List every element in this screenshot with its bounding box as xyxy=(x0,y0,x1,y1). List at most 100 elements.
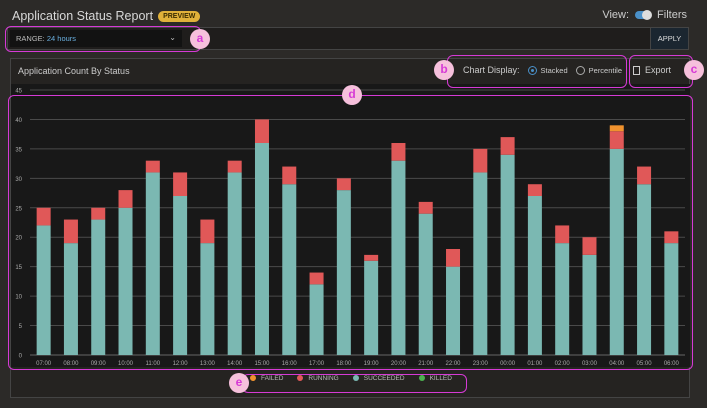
bar-running xyxy=(282,166,297,185)
bar-running xyxy=(637,166,652,185)
bar-succeeded xyxy=(200,243,215,355)
apply-button[interactable]: APPLY xyxy=(650,28,688,49)
x-tick-label: 01:00 xyxy=(527,361,543,367)
x-tick-label: 17:00 xyxy=(309,361,325,367)
y-tick-label: 35 xyxy=(15,147,22,153)
bar-succeeded xyxy=(364,260,379,355)
title-text: Application Status Report xyxy=(12,9,154,23)
y-tick-label: 45 xyxy=(15,89,22,95)
bar-succeeded xyxy=(309,284,324,355)
x-tick-label: 00:00 xyxy=(500,361,516,367)
chart-display-options: Chart Display: Stacked Percentile xyxy=(463,65,622,75)
percentile-radio[interactable] xyxy=(575,65,585,75)
bar-running xyxy=(336,178,351,191)
bar-succeeded xyxy=(63,243,78,355)
y-tick-label: 10 xyxy=(15,295,22,301)
bar-succeeded xyxy=(664,243,679,355)
x-tick-label: 22:00 xyxy=(446,361,462,367)
annotation-box-a xyxy=(5,26,201,52)
legend-dot xyxy=(250,375,256,381)
legend-dot xyxy=(418,375,425,381)
annotation-marker-e: e xyxy=(229,373,249,393)
legend-succeeded[interactable]: SUCCEEDED xyxy=(352,375,405,382)
bar-running xyxy=(200,219,215,244)
view-label: View: xyxy=(602,9,630,21)
bar-running xyxy=(91,207,106,220)
bar-running xyxy=(145,160,160,173)
x-tick-label: 10:00 xyxy=(118,361,134,367)
annotation-box-e xyxy=(242,374,467,393)
bar-running xyxy=(227,160,242,173)
range-label: RANGE: xyxy=(16,34,45,43)
y-tick-label: 15 xyxy=(15,265,22,271)
bar-running xyxy=(173,172,188,196)
x-tick-label: 05:00 xyxy=(637,361,653,367)
bar-running xyxy=(609,131,624,149)
y-tick-label: 0 xyxy=(19,354,23,360)
stacked-label[interactable]: Stacked xyxy=(540,65,568,75)
stacked-radio[interactable] xyxy=(527,65,537,75)
x-tick-label: 02:00 xyxy=(555,361,571,367)
bar-running xyxy=(473,148,488,173)
x-tick-label: 07:00 xyxy=(36,361,52,367)
legend-dot xyxy=(352,375,359,381)
legend-label: FAILED xyxy=(261,375,284,382)
annotation-marker-a: a xyxy=(190,29,210,49)
bar-succeeded xyxy=(91,219,106,355)
filters-label: Filters xyxy=(657,9,687,21)
annotation-marker-b: b xyxy=(434,60,454,80)
legend-running[interactable]: RUNNING xyxy=(297,375,339,382)
bar-succeeded xyxy=(637,184,652,355)
annotation-marker-d: d xyxy=(342,85,362,105)
percentile-label[interactable]: Percentile xyxy=(588,65,622,75)
bar-running xyxy=(309,272,324,285)
export-label: Export xyxy=(645,65,672,75)
view-toggle[interactable]: View: Filters xyxy=(602,9,687,21)
y-tick-label: 5 xyxy=(19,324,23,330)
bar-running xyxy=(391,143,406,161)
x-tick-label: 16:00 xyxy=(282,361,298,367)
bar-succeeded xyxy=(118,207,133,355)
chart-title: Application Count By Status xyxy=(18,66,130,76)
x-tick-label: 12:00 xyxy=(173,361,189,367)
annotation-marker-c: c xyxy=(684,60,704,80)
filters-toggle[interactable] xyxy=(635,10,653,20)
legend-dot xyxy=(297,375,304,381)
bar-succeeded xyxy=(500,154,515,355)
y-tick-label: 20 xyxy=(15,236,22,242)
chevron-down-icon: ⌄ xyxy=(169,33,176,42)
bar-succeeded xyxy=(473,172,488,355)
chart-display-label: Chart Display: xyxy=(463,65,520,75)
x-tick-label: 09:00 xyxy=(91,361,107,367)
bar-succeeded xyxy=(446,266,461,355)
x-tick-label: 23:00 xyxy=(473,361,489,367)
x-tick-label: 14:00 xyxy=(227,361,243,367)
bar-running xyxy=(63,219,78,244)
x-tick-label: 06:00 xyxy=(664,361,680,367)
export-icon xyxy=(633,65,640,75)
legend-label: KILLED xyxy=(429,375,452,382)
range-value: 24 hours xyxy=(46,34,77,43)
bar-succeeded xyxy=(609,148,624,355)
bar-succeeded xyxy=(145,172,160,355)
legend-label: RUNNING xyxy=(308,375,339,382)
annotation-box-b xyxy=(447,55,627,88)
x-tick-label: 08:00 xyxy=(63,361,79,367)
bar-succeeded xyxy=(336,190,351,355)
bar-running xyxy=(254,119,269,143)
export-button[interactable]: Export xyxy=(633,65,671,75)
bar-running xyxy=(582,237,597,255)
y-tick-label: 30 xyxy=(15,177,22,183)
legend-killed[interactable]: KILLED xyxy=(418,375,452,382)
x-tick-label: 18:00 xyxy=(336,361,352,367)
bar-running xyxy=(418,201,433,214)
filter-bar: RANGE: 24 hours ⌄ APPLY xyxy=(7,27,689,50)
range-dropdown[interactable]: RANGE: 24 hours ⌄ xyxy=(10,30,182,47)
annotation-box-d xyxy=(8,95,693,370)
y-tick-label: 40 xyxy=(15,118,22,124)
legend-failed[interactable]: FAILED xyxy=(250,375,283,382)
x-tick-label: 20:00 xyxy=(391,361,407,367)
preview-badge: PREVIEW xyxy=(158,11,201,22)
x-tick-label: 04:00 xyxy=(609,361,625,367)
